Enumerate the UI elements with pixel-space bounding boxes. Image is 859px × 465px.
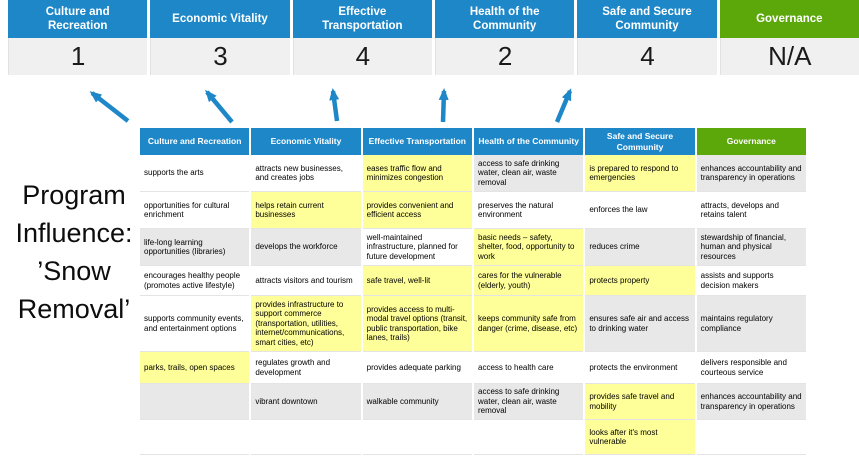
program-label-line: ’Snow: [37, 256, 111, 286]
scorecard-header-5: Safe and Secure Community: [577, 0, 717, 38]
matrix-cell-r2-c2: helps retain current businesses: [251, 192, 361, 229]
matrix-cell-r5-c4: keeps community safe from danger (crime,…: [474, 296, 584, 352]
scorecard-score-2: 3: [150, 38, 290, 75]
matrix-cell-r5-c2: provides infrastructure to support comme…: [251, 296, 361, 352]
matrix-cell-r6-c2: regulates growth and development: [251, 352, 361, 384]
matrix-cell-r4-c2: attracts visitors and tourism: [251, 266, 361, 296]
matrix-cell-r8-c5: looks after it's most vulnerable: [585, 420, 695, 455]
matrix-header-6: Governance: [696, 128, 806, 155]
matrix-cell-r4-c1: encourages healthy people (promotes acti…: [140, 266, 250, 296]
influence-arrows: [89, 88, 573, 124]
arrow-up-3: [329, 88, 340, 122]
matrix-cell-r3-c2: develops the workforce: [251, 229, 361, 266]
matrix-cell-r4-c3: safe travel, well-lit: [362, 266, 472, 296]
matrix-cell-r2-c3: provides convenient and efficient access: [362, 192, 472, 229]
matrix-cell-r5-c3: provides access to multi-modal travel op…: [362, 296, 472, 352]
matrix-cell-r1-c5: is prepared to respond to emergencies: [585, 155, 695, 192]
matrix-cell-r1-c3: eases traffic flow and minimizes congest…: [362, 155, 472, 192]
scorecard-header-4: Health of the Community: [434, 0, 575, 38]
scorecard-score-1: 1: [8, 38, 148, 75]
matrix-cell-r5-c5: ensures safe air and access to drinking …: [585, 296, 695, 352]
scorecard: Culture and Recreation 1 Economic Vitality…: [8, 0, 859, 75]
matrix-cell-r8-c4: [474, 420, 584, 455]
scorecard-score-5: 4: [577, 38, 717, 75]
matrix-cell-r6-c5: protects the environment: [585, 352, 695, 384]
program-label-line: Program: [22, 180, 126, 210]
arrow-up-5: [554, 88, 573, 123]
matrix-header-3: Effective Transportation: [362, 128, 472, 155]
program-label-line: Removal’: [17, 294, 131, 324]
matrix-cell-r7-c2: vibrant downtown: [251, 384, 361, 420]
matrix-cell-r3-c3: well-maintained infrastructure, planned …: [362, 229, 472, 266]
matrix-cell-r5-c6: maintains regulatory compliance: [696, 296, 806, 352]
matrix-cell-r4-c6: assists and supports decision makers: [696, 266, 806, 296]
arrow-up-1: [89, 91, 130, 123]
matrix-cell-r3-c5: reduces crime: [585, 229, 695, 266]
matrix-cell-r4-c5: protects property: [585, 266, 695, 296]
matrix-cell-r2-c6: attracts, develops and retains talent: [696, 192, 806, 229]
matrix-header-5: Safe and Secure Community: [585, 128, 695, 155]
matrix-cell-r7-c1: [140, 384, 250, 420]
scorecard-score-3: 4: [292, 38, 432, 75]
arrow-up-2: [205, 89, 234, 124]
matrix-cell-r3-c4: basic needs – safety, shelter, food, opp…: [474, 229, 584, 266]
matrix-cell-r2-c1: opportunities for cultural enrichment: [140, 192, 250, 229]
arrow-up-4: [438, 88, 449, 123]
matrix-cell-r6-c3: provides adequate parking: [362, 352, 472, 384]
matrix-cell-r3-c1: life-long learning opportunities (librar…: [140, 229, 250, 266]
program-label-line: Influence:: [15, 218, 133, 248]
matrix-cell-r7-c4: access to safe drinking water, clean air…: [474, 384, 584, 420]
matrix-cell-r6-c6: delivers responsible and courteous servi…: [696, 352, 806, 384]
program-influence-label: Program Influence: ’Snow Removal’: [0, 176, 148, 328]
matrix-header-1: Culture and Recreation: [140, 128, 250, 155]
scorecard-header-1: Culture and Recreation: [8, 0, 148, 38]
matrix-cell-r6-c4: access to health care: [474, 352, 584, 384]
matrix-cell-r8-c2: [251, 420, 361, 455]
scorecard-header-6: Governance: [719, 0, 859, 38]
scorecard-header-2: Economic Vitality: [150, 0, 290, 38]
matrix-cell-r4-c4: cares for the vulnerable (elderly, youth…: [474, 266, 584, 296]
matrix-cell-r7-c5: provides safe travel and mobility: [585, 384, 695, 420]
matrix-cell-r8-c3: [362, 420, 472, 455]
matrix-cell-r1-c2: attracts new businesses, and creates job…: [251, 155, 361, 192]
matrix-cell-r1-c1: supports the arts: [140, 155, 250, 192]
scorecard-score-6: N/A: [719, 38, 859, 75]
matrix-cell-r3-c6: stewardship of financial, human and phys…: [696, 229, 806, 266]
matrix-cell-r1-c4: access to safe drinking water, clean air…: [474, 155, 584, 192]
matrix-cell-r8-c6: [696, 420, 806, 455]
matrix-cell-r7-c3: walkable community: [362, 384, 472, 420]
scorecard-score-4: 2: [434, 38, 575, 75]
matrix-cell-r6-c1: parks, trails, open spaces: [140, 352, 250, 384]
matrix-cell-r2-c5: enforces the law: [585, 192, 695, 229]
matrix-header-2: Economic Vitality: [251, 128, 361, 155]
matrix-header-4: Health of the Community: [474, 128, 584, 155]
matrix-cell-r8-c1: [140, 420, 250, 455]
matrix-cell-r2-c4: preserves the natural environment: [474, 192, 584, 229]
influence-matrix: Culture and Recreation Economic Vitality E…: [140, 128, 806, 455]
matrix-cell-r7-c6: enhances accountability and transparency…: [696, 384, 806, 420]
matrix-cell-r5-c1: supports community events, and entertain…: [140, 296, 250, 352]
scorecard-header-3: Effective Transportation: [292, 0, 432, 38]
matrix-cell-r1-c6: enhances accountability and transparency…: [696, 155, 806, 192]
